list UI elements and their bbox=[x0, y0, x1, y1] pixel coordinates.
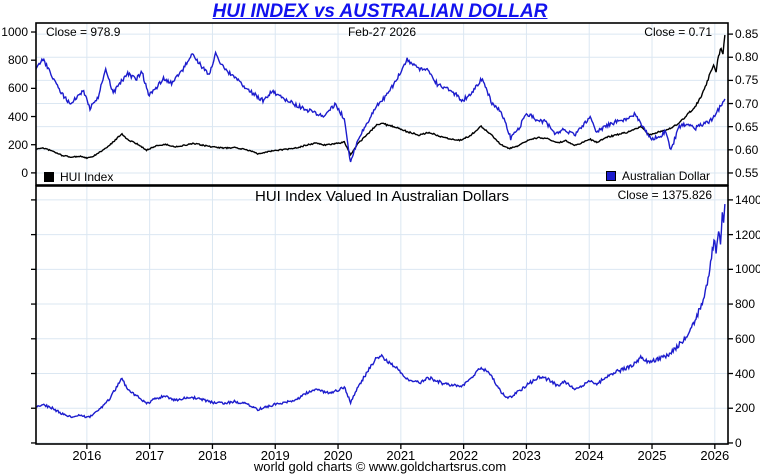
right-axis-tick-label: 1000 bbox=[735, 262, 760, 277]
aud-legend-label: Australian Dollar bbox=[622, 169, 711, 183]
aud-legend-swatch-icon bbox=[606, 171, 616, 181]
left-axis-tick-label: 0 bbox=[21, 165, 28, 180]
x-axis-year-label: 2022 bbox=[449, 448, 479, 463]
x-axis-year-label: 2017 bbox=[135, 448, 165, 463]
x-axis-year-label: 2018 bbox=[197, 448, 227, 463]
aud-close-value: Close = 0.71 bbox=[644, 25, 712, 39]
right-axis-tick-label: 1200 bbox=[735, 227, 760, 242]
ratio-close-value: Close = 1375.826 bbox=[617, 188, 712, 202]
right-axis-tick-label: 0 bbox=[735, 435, 742, 450]
x-axis-year-label: 2024 bbox=[574, 448, 604, 463]
footer-credit: world gold charts © www.goldchartsrus.co… bbox=[253, 459, 507, 474]
right-axis-tick-label: 200 bbox=[735, 401, 756, 416]
left-axis-tick-label: 200 bbox=[7, 137, 28, 152]
chart-date: Feb-27 2026 bbox=[347, 25, 417, 39]
hui-series-line bbox=[36, 34, 726, 160]
right-axis-tick-label: 0.60 bbox=[735, 142, 759, 157]
panel-border bbox=[35, 185, 729, 445]
hui-close-value: Close = 978.9 bbox=[46, 25, 121, 39]
chart-title: HUI INDEX vs AUSTRALIAN DOLLAR bbox=[212, 1, 548, 22]
x-axis-year-label: 2023 bbox=[511, 448, 541, 463]
right-axis-tick-label: 600 bbox=[735, 331, 756, 346]
x-axis-year-label: 2021 bbox=[386, 448, 416, 463]
right-axis-tick-label: 0.80 bbox=[735, 50, 759, 65]
left-axis-tick-label: 600 bbox=[7, 81, 28, 96]
right-axis-tick-label: 800 bbox=[735, 297, 756, 312]
right-axis-tick-label: 0.55 bbox=[735, 165, 759, 180]
lower-panel-title: HUI Index Valued In Australian Dollars bbox=[254, 188, 510, 205]
hui-legend-label: HUI Index bbox=[60, 170, 114, 184]
x-axis-year-label: 2025 bbox=[637, 448, 667, 463]
x-axis-year-label: 2020 bbox=[323, 448, 353, 463]
right-axis-tick-label: 400 bbox=[735, 366, 756, 381]
ratio-series-line bbox=[36, 204, 726, 419]
right-axis-tick-label: 1400 bbox=[735, 192, 760, 207]
x-axis-year-label: 2019 bbox=[260, 448, 290, 463]
right-axis-tick-label: 0.70 bbox=[735, 96, 759, 111]
left-axis-tick-label: 1000 bbox=[1, 25, 28, 40]
right-axis-tick-label: 0.85 bbox=[735, 27, 759, 42]
right-axis-tick-label: 0.75 bbox=[735, 73, 759, 88]
right-axis-tick-label: 0.65 bbox=[735, 119, 759, 134]
aud-series-line bbox=[36, 50, 726, 163]
left-axis-tick-label: 800 bbox=[7, 53, 28, 68]
x-axis-year-label: 2026 bbox=[700, 448, 730, 463]
hui-legend-swatch-icon bbox=[44, 172, 54, 182]
left-axis-tick-label: 400 bbox=[7, 109, 28, 124]
x-axis-year-label: 2016 bbox=[72, 448, 102, 463]
